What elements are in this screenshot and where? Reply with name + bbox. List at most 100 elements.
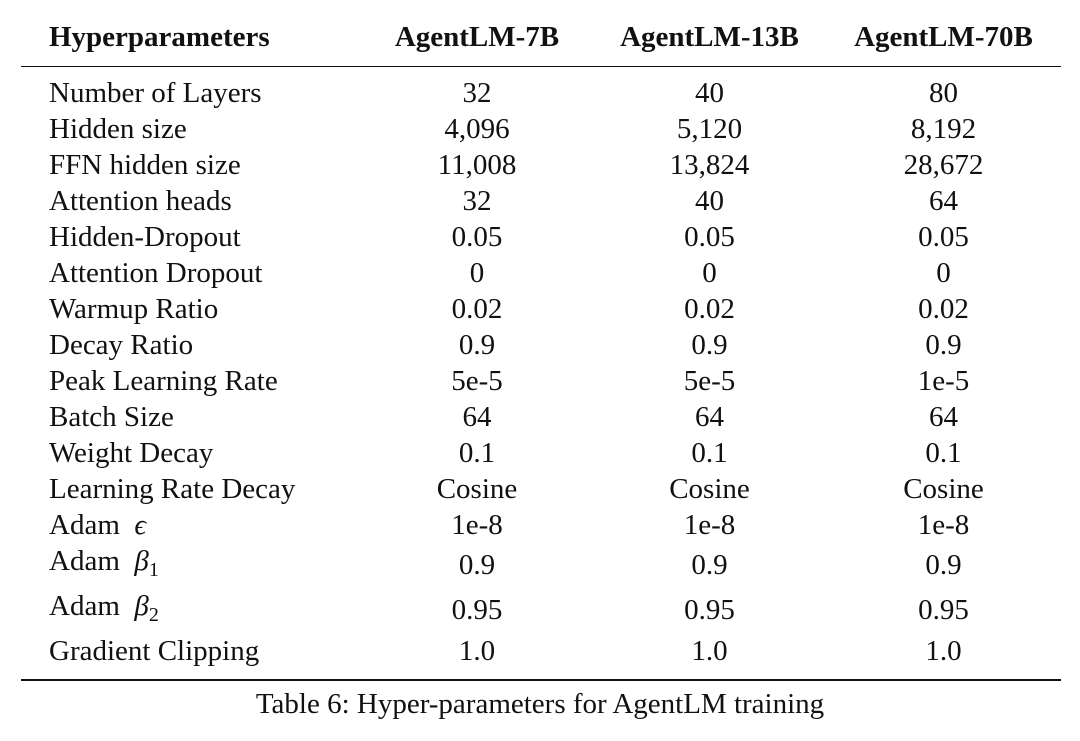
row-label-text: Hidden size [49, 112, 187, 145]
table-row: Batch Size 64 64 64 [21, 399, 1061, 435]
table-row: Gradient Clipping 1.0 1.0 1.0 [21, 633, 1061, 679]
cell-agentlm-70b: 0.02 [918, 292, 969, 325]
cell-agentlm-7b: 64 [462, 400, 492, 433]
math-symbol: β [134, 589, 149, 622]
table-row: Hidden-Dropout 0.05 0.05 0.05 [21, 219, 1061, 255]
row-label-text: Decay Ratio [49, 328, 194, 361]
cell-agentlm-7b: 0.1 [458, 436, 496, 469]
cell-agentlm-7b: 32 [462, 76, 492, 109]
cell-agentlm-70b: 8,192 [910, 112, 977, 145]
cell-agentlm-13b: Cosine [669, 472, 750, 505]
cell-agentlm-13b: 13,824 [669, 148, 750, 181]
row-label-text: Adam [49, 589, 120, 622]
row-label-text: Attention Dropout [49, 256, 263, 289]
header-agentlm-7b: AgentLM-7B [394, 21, 560, 54]
table-bottom-rule [21, 679, 1061, 681]
cell-agentlm-7b: 1e-8 [451, 508, 503, 541]
table-row: Learning Rate Decay Cosine Cosine Cosine [21, 471, 1061, 507]
cell-agentlm-13b: 40 [695, 76, 724, 109]
row-label: Adam ϵ [21, 507, 361, 543]
cell-agentlm-70b: 1e-5 [917, 364, 970, 397]
row-label-text: FFN hidden size [49, 148, 241, 181]
table-row: Number of Layers 32 40 80 [21, 66, 1061, 111]
math-subscript: 2 [148, 603, 159, 626]
header-hyperparameters: Hyperparameters [49, 21, 270, 54]
math-subscript: 1 [148, 558, 159, 581]
cell-agentlm-70b: Cosine [903, 472, 984, 505]
row-label: Decay Ratio [21, 327, 361, 363]
row-label-text: Gradient Clipping [49, 634, 260, 667]
header-agentlm-70b: AgentLM-70B [854, 21, 1033, 54]
cell-agentlm-7b: 0.9 [458, 549, 496, 581]
cell-agentlm-7b: 1.0 [458, 634, 496, 667]
cell-agentlm-70b: 0.1 [925, 436, 962, 469]
row-label-text: Warmup Ratio [49, 292, 219, 325]
cell-agentlm-13b: 0.9 [691, 549, 728, 581]
cell-agentlm-7b: Cosine [436, 472, 518, 505]
table-row: Hidden size 4,096 5,120 8,192 [21, 111, 1061, 147]
cell-agentlm-7b: 5e-5 [451, 364, 503, 397]
cell-agentlm-70b: 0.05 [918, 220, 969, 253]
cell-agentlm-70b: 64 [929, 400, 958, 433]
row-label: Hidden size [21, 111, 361, 147]
table-row: Adam ϵ 1e-8 1e-8 1e-8 [21, 507, 1061, 543]
cell-agentlm-7b: 4,096 [444, 112, 510, 145]
math-symbol: ϵ [134, 508, 147, 541]
row-label: Hidden-Dropout [21, 219, 361, 255]
cell-agentlm-7b: 0.05 [451, 220, 503, 253]
table-body: Number of Layers 32 40 80 Hidden size 4,096 5,… [21, 66, 1061, 679]
math-symbol: β [134, 544, 149, 577]
row-label: Adam β1 [21, 543, 361, 588]
cell-agentlm-13b: 0.05 [684, 220, 735, 253]
cell-agentlm-7b: 0.9 [458, 328, 496, 361]
cell-agentlm-7b: 11,008 [437, 148, 517, 181]
cell-agentlm-7b: 0 [469, 256, 485, 289]
row-label: FFN hidden size [21, 147, 361, 183]
hyperparameter-table-container: Hyperparameters AgentLM-7B AgentLM-13B A… [21, 0, 1061, 679]
table-row: Warmup Ratio 0.02 0.02 0.02 [21, 291, 1061, 327]
row-label: Adam β2 [21, 588, 361, 633]
row-label-text: Learning Rate Decay [49, 472, 296, 505]
row-label: Gradient Clipping [21, 633, 361, 679]
row-label: Batch Size [21, 399, 361, 435]
table-row: Adam β1 0.9 0.9 0.9 [21, 543, 1061, 588]
cell-agentlm-70b: 1.0 [925, 634, 962, 667]
cell-agentlm-7b: 0.02 [451, 292, 503, 325]
cell-agentlm-13b: 0.02 [684, 292, 735, 325]
cell-agentlm-70b: 0.9 [925, 328, 962, 361]
row-label-text: Adam [49, 508, 120, 541]
table-row: Attention heads 32 40 64 [21, 183, 1061, 219]
cell-agentlm-13b: 5e-5 [683, 364, 736, 397]
row-label: Weight Decay [21, 435, 361, 471]
cell-agentlm-70b: 80 [929, 76, 958, 109]
cell-agentlm-13b: 1.0 [691, 634, 728, 667]
row-label-text: Attention heads [49, 184, 232, 217]
cell-agentlm-70b: 28,672 [903, 148, 984, 181]
table-row: Peak Learning Rate 5e-5 5e-5 1e-5 [21, 363, 1061, 399]
table-header-row: Hyperparameters AgentLM-7B AgentLM-13B A… [21, 0, 1061, 66]
cell-agentlm-7b: 0.95 [451, 594, 503, 626]
row-label-text: Weight Decay [49, 436, 214, 469]
cell-agentlm-70b: 0.95 [918, 594, 969, 626]
row-label: Attention Dropout [21, 255, 361, 291]
table-row: Attention Dropout 0 0 0 [21, 255, 1061, 291]
cell-agentlm-13b: 0 [702, 256, 717, 289]
row-label: Warmup Ratio [21, 291, 361, 327]
table-caption: Table 6: Hyper-parameters for AgentLM tr… [255, 688, 825, 720]
cell-agentlm-13b: 1e-8 [683, 508, 736, 541]
row-label-text: Adam [49, 544, 120, 577]
cell-agentlm-13b: 5,120 [676, 112, 743, 145]
cell-agentlm-7b: 32 [462, 184, 492, 217]
cell-agentlm-70b: 0.9 [925, 549, 962, 581]
cell-agentlm-70b: 64 [929, 184, 958, 217]
row-label-text: Peak Learning Rate [49, 364, 278, 397]
table-row: Decay Ratio 0.9 0.9 0.9 [21, 327, 1061, 363]
row-label-text: Number of Layers [49, 76, 262, 109]
cell-agentlm-70b: 0 [936, 256, 951, 289]
table-row: Weight Decay 0.1 0.1 0.1 [21, 435, 1061, 471]
hyperparameter-table: Hyperparameters AgentLM-7B AgentLM-13B A… [21, 0, 1061, 679]
row-label: Attention heads [21, 183, 361, 219]
cell-agentlm-13b: 40 [695, 184, 724, 217]
cell-agentlm-70b: 1e-8 [917, 508, 970, 541]
header-agentlm-13b: AgentLM-13B [620, 21, 799, 54]
